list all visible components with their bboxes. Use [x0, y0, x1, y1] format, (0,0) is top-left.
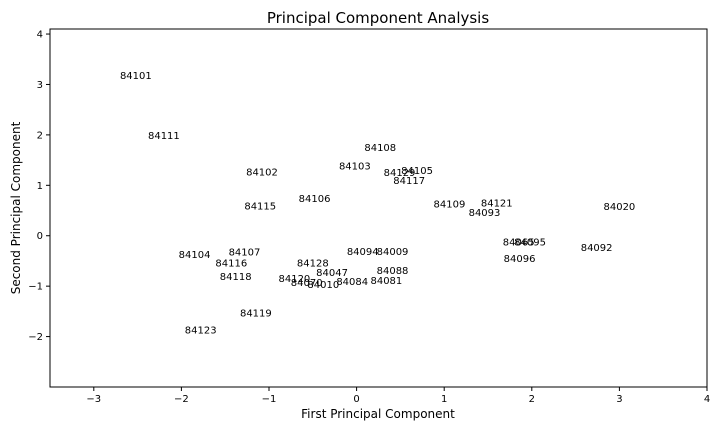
x-tick-label: 2 [529, 394, 535, 405]
point-label: 84116 [215, 258, 247, 269]
point-label: 84129 [384, 168, 416, 179]
point-label: 84120 [278, 274, 310, 285]
point-label: 84084 [336, 277, 368, 288]
point-label: 84010 [307, 280, 339, 291]
point-label: 84103 [339, 162, 371, 173]
point-label: 84101 [120, 71, 152, 82]
y-tick-label: −1 [28, 282, 43, 293]
point-label: 84111 [148, 131, 180, 142]
y-axis-label: Second Principal Component [9, 121, 23, 294]
point-label: 84020 [603, 202, 635, 213]
y-tick-label: 0 [37, 231, 43, 242]
point-label: 84115 [244, 201, 276, 212]
point-label: 84104 [179, 250, 211, 261]
x-tick-label: 0 [353, 394, 359, 405]
x-axis-ticks: −3 −2 −1 0 1 2 3 4 [86, 387, 710, 405]
point-label: 84093 [469, 208, 501, 219]
point-labels: 84101 84111 84108 84103 84102 841298410584117… [120, 71, 635, 337]
point-label: 84107 [229, 247, 261, 258]
y-tick-label: 2 [37, 130, 43, 141]
point-label: 84009 [377, 247, 409, 258]
x-tick-label: 1 [441, 394, 447, 405]
chart-title: Principal Component Analysis [267, 9, 490, 27]
y-tick-label: 1 [37, 181, 43, 192]
y-tick-label: 3 [37, 80, 43, 91]
x-tick-label: −1 [262, 394, 277, 405]
point-label: 84106 [299, 194, 331, 205]
point-label: 84109 [434, 199, 466, 210]
x-tick-label: −2 [174, 394, 189, 405]
point-label: 84121 [481, 198, 513, 209]
plot-area-frame [49, 28, 708, 388]
point-label: 84118 [220, 272, 252, 283]
point-label: 84108 [364, 143, 396, 154]
point-label: 84094 [347, 247, 379, 258]
point-label: 84092 [581, 243, 613, 254]
x-tick-label: −3 [86, 394, 101, 405]
point-label: 84081 [370, 276, 402, 287]
y-axis-ticks: −2 −1 0 1 2 3 4 [28, 30, 50, 343]
point-label: 84096 [504, 254, 536, 265]
x-axis-label: First Principal Component [301, 407, 455, 421]
point-label: 84070 [291, 278, 323, 289]
y-tick-label: 4 [37, 30, 43, 41]
point-label: 84095 [514, 237, 546, 248]
point-label: 84123 [185, 326, 217, 337]
point-label: 84047 [316, 268, 348, 279]
y-tick-label: −2 [28, 332, 43, 343]
point-label: 84102 [246, 168, 278, 179]
point-label: 84117 [393, 176, 425, 187]
point-label: 84119 [240, 308, 272, 319]
x-tick-label: 4 [704, 394, 710, 405]
point-label: 84065 [503, 237, 535, 248]
x-tick-label: 3 [616, 394, 622, 405]
point-label: 84088 [377, 266, 409, 277]
point-label: 84105 [401, 166, 433, 177]
point-label: 84128 [297, 258, 329, 269]
